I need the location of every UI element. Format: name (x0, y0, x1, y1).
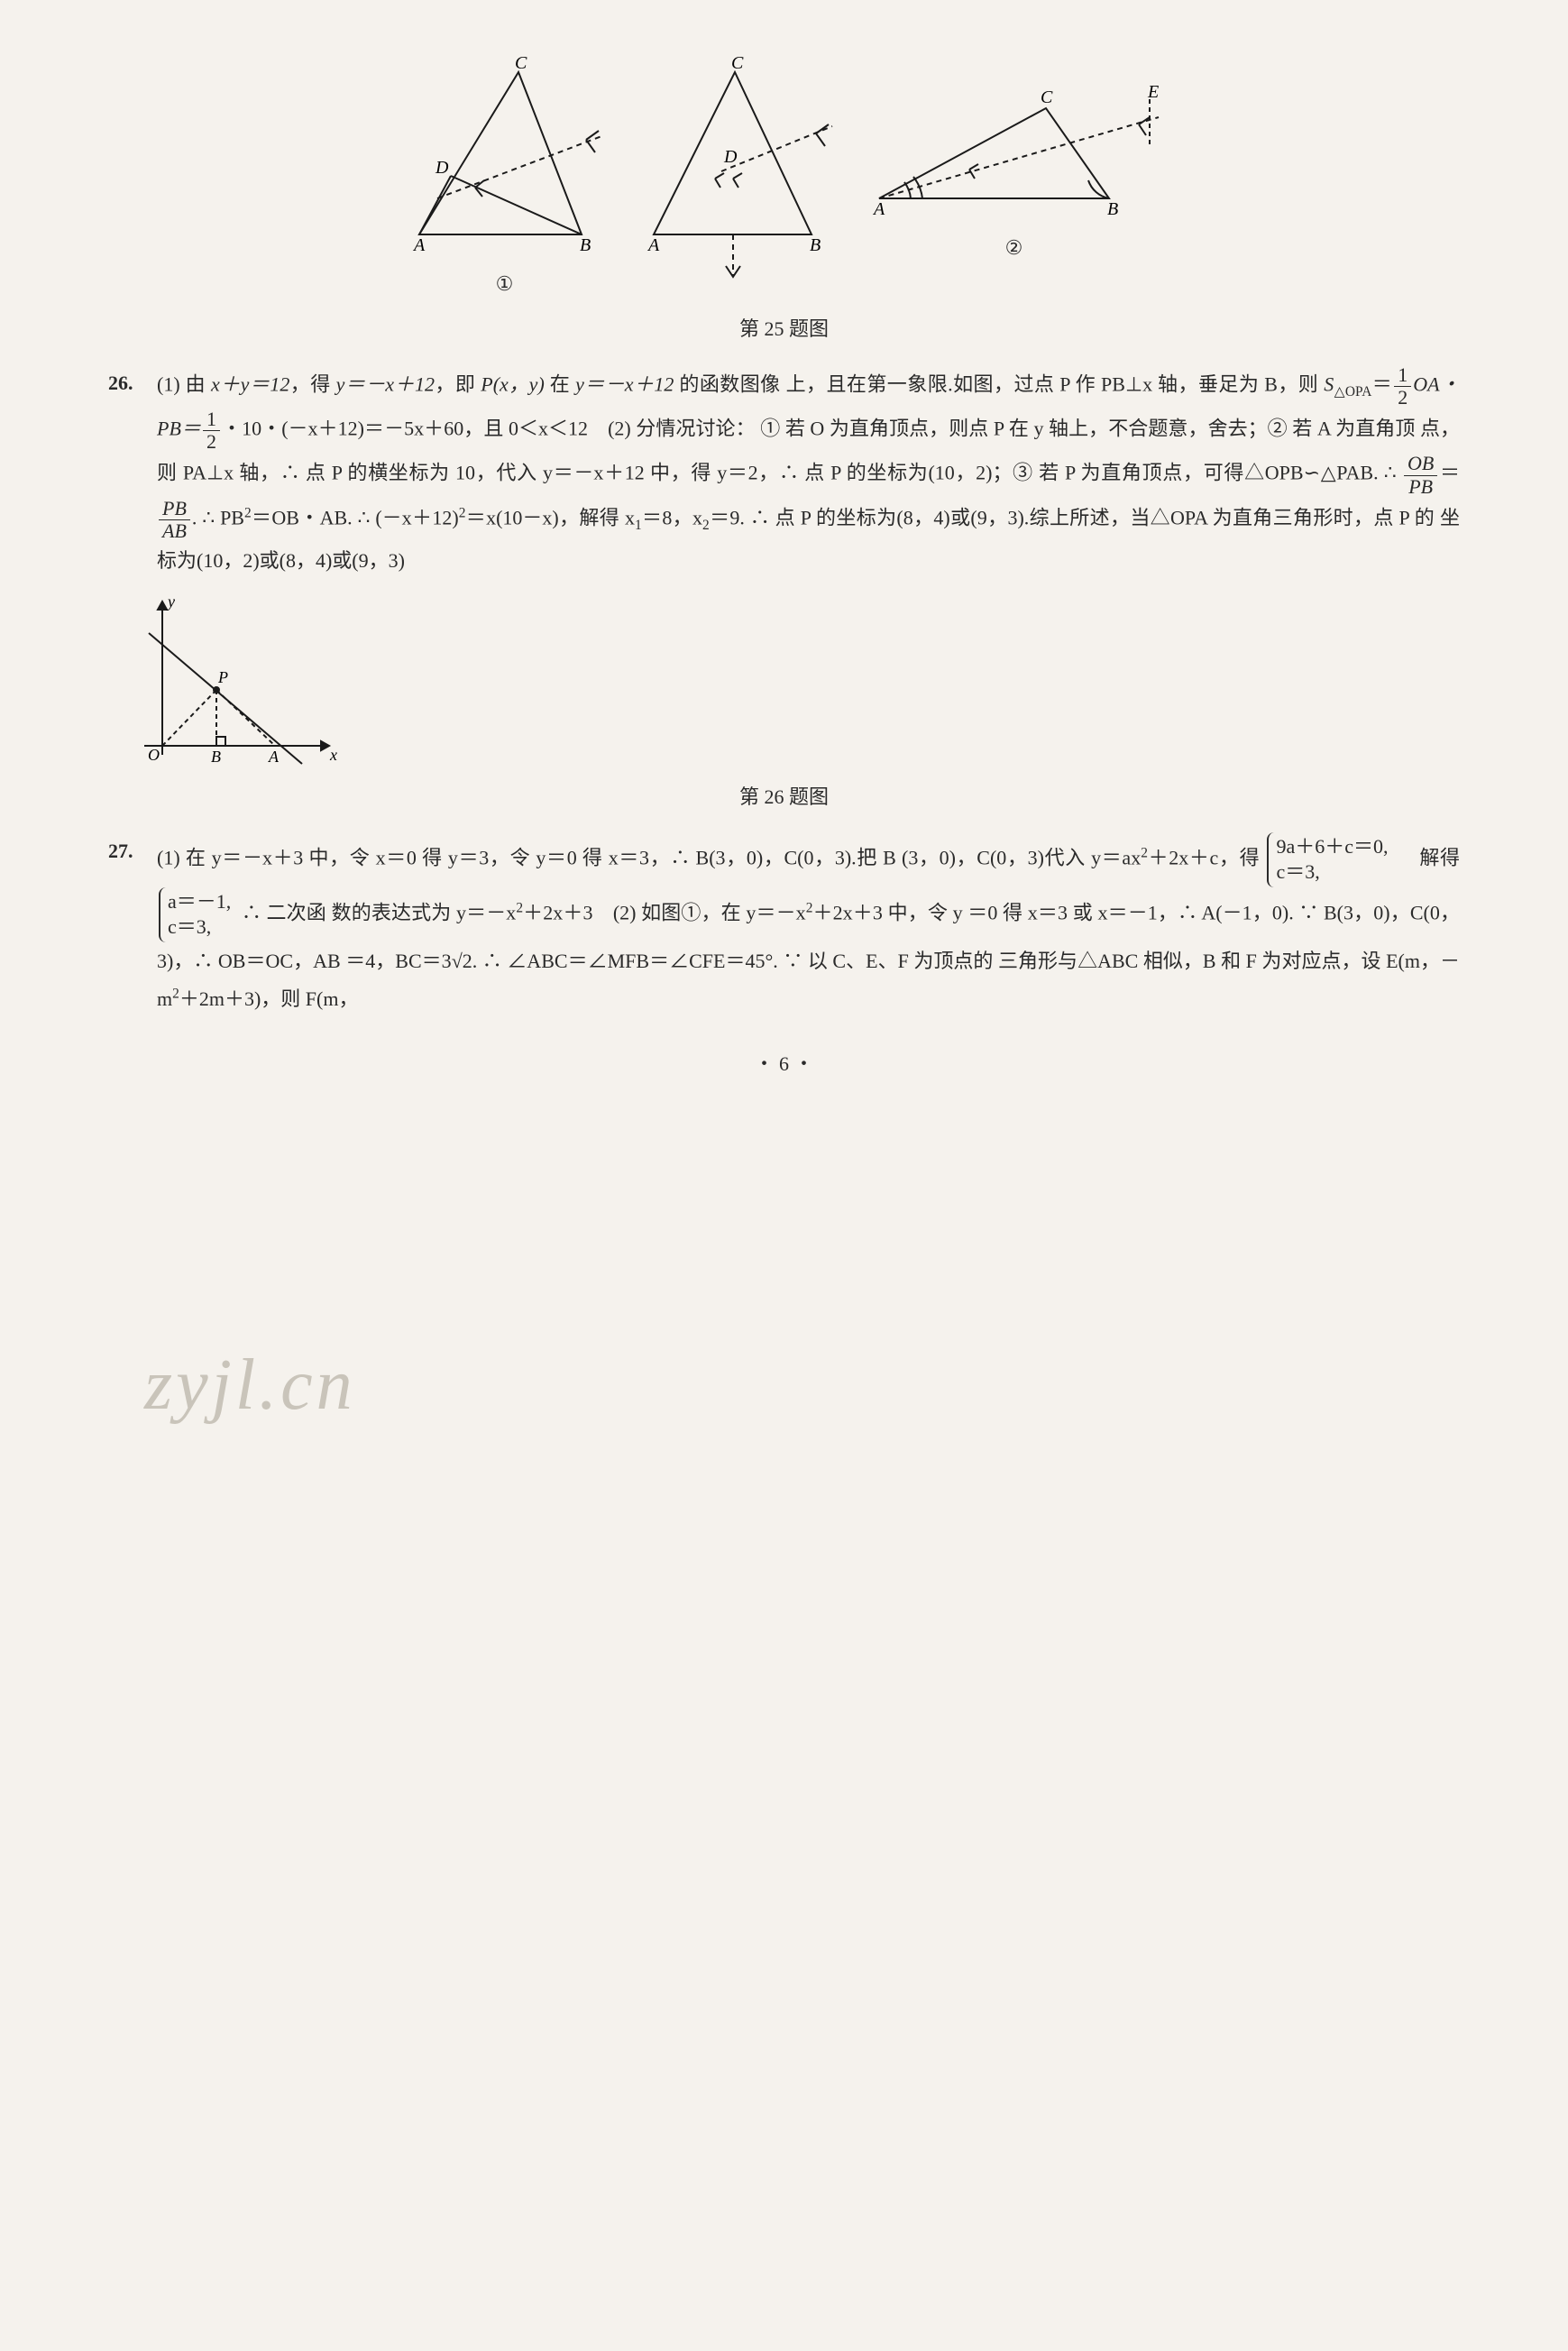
problem-body: (1) 由 x＋y＝12，得 y＝－x＋12，即 P(x，y) 在 y＝－x＋1… (157, 364, 1460, 580)
denominator: 2 (1394, 387, 1411, 409)
problem-26: 26. (1) 由 x＋y＝12，得 y＝－x＋12，即 P(x，y) 在 y＝… (108, 364, 1460, 580)
text: 解得 (1399, 846, 1460, 868)
vertex-B: B (1107, 199, 1118, 219)
figure-label-1: ① (401, 265, 609, 303)
text: (1) 由 (157, 372, 211, 395)
watermark: zyjl.cn (108, 1317, 1460, 1454)
text: ∴ 二次函 (242, 902, 326, 924)
vertex-A: A (872, 199, 885, 219)
text: PB＝ (157, 418, 201, 440)
text: 数的表达式为 y＝－x (332, 902, 517, 924)
figure-25-caption: 第 25 题图 (108, 310, 1460, 348)
text: 点 P 的坐标为(8，4)或(9，3).综上所述，当△OPA 为直角三角形时，点… (775, 506, 1435, 528)
figure-25-1: A B C D ① (401, 54, 609, 303)
vertex-A: A (646, 235, 660, 255)
text: ＋2x＋3 中，令 y (812, 902, 962, 924)
sym: S (1324, 372, 1334, 395)
label-y: y (166, 592, 175, 611)
problem-27: 27. (1) 在 y＝－x＋3 中，令 x＝0 得 y＝3，令 y＝0 得 x… (108, 832, 1460, 1018)
cases: 9a＋6＋c＝0,c＝3, (1267, 832, 1391, 887)
sqrt: √2 (452, 950, 472, 972)
text: ＋2x＋3 (2) 如图①，在 y＝－x (523, 902, 806, 924)
label-O: O (148, 746, 160, 764)
sub: △OPA (1334, 384, 1371, 399)
text: (3，0)，C(0，3)代入 y＝ax (902, 846, 1141, 868)
fraction: OBPB (1404, 453, 1437, 497)
label-P: P (217, 668, 228, 686)
figure-25-2: A B C E ② (861, 54, 1168, 303)
text: . ∴ PB (192, 506, 244, 528)
figure-26: O B A P x y 第 26 题图 (108, 592, 1460, 816)
sup: 2 (516, 900, 523, 915)
eq: y＝－x＋12 (575, 372, 674, 395)
text: ，得 (289, 372, 335, 395)
text: ＝ (1371, 372, 1392, 395)
text: ＝4，BC＝3 (345, 950, 451, 972)
figure-25-group: A B C D ① A B C D (108, 54, 1460, 303)
fraction: PBAB (159, 498, 190, 542)
text: ＝8，x (642, 506, 702, 528)
numerator: 1 (1394, 364, 1411, 387)
figure-label-2: ② (861, 229, 1168, 267)
text: 的函数图像 (674, 372, 780, 395)
figure-25-1b: A B C D (636, 54, 834, 303)
numerator: PB (159, 498, 190, 520)
problem-number: 27. (108, 832, 157, 1018)
denominator: PB (1404, 476, 1437, 498)
numerator: 1 (203, 409, 220, 431)
label-x: x (329, 746, 337, 764)
case-row: c＝3, (1276, 859, 1388, 886)
sub: 1 (635, 518, 642, 533)
case-row: a＝－1, (168, 889, 231, 915)
text: ＝x(10－x)，解得 x (465, 506, 635, 528)
label-A: A (268, 748, 280, 766)
numerator: OB (1404, 453, 1437, 475)
text: ＝OB・AB. ∴ (－x＋12) (252, 506, 459, 528)
problem-number: 26. (108, 364, 157, 580)
text: 在 (545, 372, 575, 395)
eq: y＝－x＋12 (336, 372, 435, 395)
page-number: ・ 6 ・ (108, 1045, 1460, 1083)
text: ，即 (435, 372, 481, 395)
vertex-A: A (412, 235, 426, 255)
text: . ∴ ∠ABC＝∠MFB＝∠CFE＝45°. ∵ 以 C、E、F 为顶点的 (472, 950, 994, 972)
text: (1) 在 y＝－x＋3 中，令 x＝0 得 y＝3，令 y＝0 得 x＝3，∴… (157, 846, 896, 868)
eq: x＋y＝12 (211, 372, 289, 395)
denominator: 2 (203, 431, 220, 453)
vertex-C: C (1041, 87, 1053, 107)
text: ・10・(－x＋12)＝－5x＋60，且 0＜x＜12 (2) 分情况讨论： (222, 418, 756, 440)
vertex-D: D (435, 158, 449, 178)
sup: 2 (172, 987, 179, 1002)
figure-26-caption: 第 26 题图 (108, 778, 1460, 816)
case-row: c＝3, (168, 914, 231, 941)
sup: 2 (1141, 845, 1148, 860)
sub: 2 (702, 518, 710, 533)
vertex-C: C (515, 54, 527, 73)
vertex-E: E (1147, 82, 1159, 102)
text: ① 若 O 为直角顶点，则点 P 在 y 轴上，不合题意，舍去；② 若 A 为直… (760, 418, 1415, 440)
eq: P(x，y) (481, 372, 545, 395)
label-B: B (211, 748, 221, 766)
text: ＝9. ∴ (710, 506, 770, 528)
vertex-B: B (810, 235, 821, 255)
text: ＋2x＋c，得 (1148, 846, 1260, 868)
text: OA・ (1413, 372, 1460, 395)
cases: a＝－1,c＝3, (159, 887, 234, 942)
denominator: AB (159, 520, 190, 542)
fraction: 12 (203, 409, 220, 453)
vertex-D: D (723, 147, 738, 167)
fraction: 12 (1394, 364, 1411, 409)
case-row: 9a＋6＋c＝0, (1276, 834, 1388, 860)
vertex-B: B (580, 235, 591, 255)
text: ＋2m＋3)，则 F(m， (179, 987, 359, 1010)
text: 上，且在第一象限.如图，过点 P 作 PB⊥x 轴，垂足为 B，则 (786, 372, 1325, 395)
vertex-C: C (731, 54, 744, 73)
problem-body: (1) 在 y＝－x＋3 中，令 x＝0 得 y＝3，令 y＝0 得 x＝3，∴… (157, 832, 1460, 1018)
sup: 2 (244, 505, 252, 520)
text: 点 P 的坐标为(10，2)；③ 若 P 为直角顶点，可得△OPB∽△PAB. … (804, 462, 1402, 484)
